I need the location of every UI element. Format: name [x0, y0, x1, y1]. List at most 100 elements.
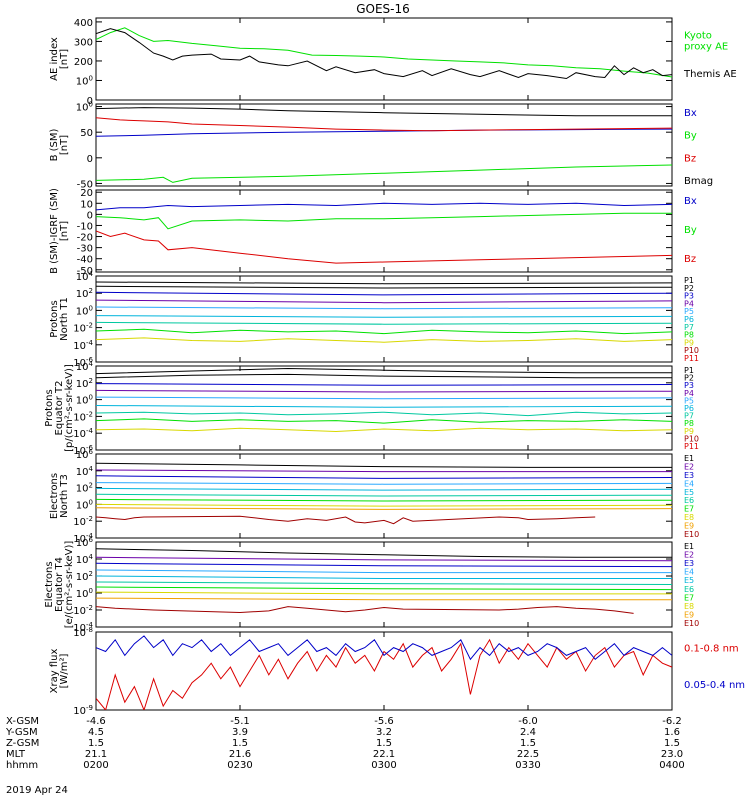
x-row-label: hhmm [6, 760, 38, 771]
y-axis-label: ProtonsNorth T1 [49, 297, 70, 341]
series-line-e7 [96, 498, 672, 502]
legend-entry: E3 [684, 559, 694, 568]
legend: Kyoto proxy AE Themis AE [683, 31, 737, 81]
series-group [96, 462, 672, 525]
series-line-e5 [96, 487, 672, 491]
x-column-value: 22.5 [517, 749, 539, 760]
legend-entry: E3 [684, 471, 694, 480]
series-line-p5 [96, 306, 672, 310]
panel-b_sm: -50 0 50 100 B (SM)[nT] Bx By Bz Bmag [49, 101, 713, 191]
y-tick-label: -20 [77, 233, 93, 244]
x-row-label: X-GSM [6, 716, 39, 727]
legend-entry: 0.1-0.8 nm [684, 644, 739, 655]
series-line-p8 [96, 328, 672, 335]
series-line-e2 [96, 556, 672, 562]
y-tick-label: 106 [76, 448, 94, 461]
legend: Bx By Bz [684, 196, 697, 265]
legend-entry: P3 [684, 381, 694, 390]
y-axis-label: ProtonsEquator T2[p/(cm²-s-sr-keV)] [44, 364, 75, 452]
x-column-value: 0300 [371, 760, 396, 771]
x-column-value: 1.5 [88, 738, 104, 749]
y-tick-label: 10-8 [73, 626, 93, 639]
series-group [96, 548, 672, 614]
series-line-bz [96, 117, 672, 132]
legend-entry: P11 [684, 354, 699, 363]
legend-entry: Bz [684, 254, 696, 265]
legend-entry: E9 [684, 610, 694, 619]
series-line-by [96, 212, 672, 230]
x-column-value: 23.0 [661, 749, 683, 760]
y-axis-label: ElectronsEquator T4[e/(cm²-s-sr-keV)] [44, 541, 75, 629]
y-tick-label: 10-2 [73, 322, 93, 335]
series-group [96, 635, 672, 710]
y-tick-label: 10-2 [73, 410, 93, 423]
series-line-p4 [96, 299, 672, 304]
series-line-0-1-0-8-nm [96, 638, 672, 710]
x-column-value: -4.6 [86, 716, 106, 727]
legend: 0.1-0.8 nm 0.05-0.4 nm [684, 644, 745, 692]
series-line-e9 [96, 507, 672, 510]
x-column-value: 0230 [227, 760, 252, 771]
x-column-value: -6.2 [662, 716, 682, 727]
series-line-e1 [96, 548, 672, 558]
y-axis-label: Xray flux[W/m²] [49, 649, 70, 694]
y-tick-label: 104 [76, 360, 94, 373]
panel-ae: 0 100 200 300 400 AE index[nT] Kyoto proxy AE Th… [49, 17, 737, 107]
y-tick-label: 300 [74, 37, 93, 48]
series-line-kyoto-proxy-ae [96, 27, 672, 78]
y-tick-label: 102 [76, 287, 93, 300]
series-line-p9 [96, 427, 672, 433]
y-tick-label: 0 [87, 210, 93, 221]
y-tick-label: 10-2 [73, 604, 93, 617]
x-column-value: 3.9 [232, 727, 248, 738]
figure-title: GOES-16 [356, 2, 410, 16]
y-tick-label: 100 [76, 587, 93, 600]
legend-entry: E5 [684, 576, 694, 585]
legend-entry: E2 [684, 551, 694, 560]
legend-entry: E9 [684, 522, 694, 531]
legend-entry: P8 [684, 419, 694, 428]
y-tick-label: -50 [77, 266, 93, 277]
y-tick-label: -50 [77, 179, 93, 190]
y-tick-label: 104 [76, 270, 94, 283]
series-line-e3 [96, 475, 672, 479]
y-tick-label: 50 [80, 128, 93, 139]
legend-entry: P2 [684, 284, 694, 293]
series-line-e10 [96, 606, 634, 614]
legend-entry: P2 [684, 374, 694, 383]
panel-frame [95, 275, 673, 363]
x-column-value: 1.5 [520, 738, 536, 749]
legend-entry: E5 [684, 488, 694, 497]
legend: Bx By Bz Bmag [684, 108, 713, 187]
y-tick-label: -10 [77, 221, 93, 232]
legend-entry: P1 [684, 276, 694, 285]
series-line-e9 [96, 597, 672, 601]
legend-entry: E2 [684, 462, 694, 471]
series-line-by [96, 164, 672, 183]
legend-entry: 0.05-0.4 nm [684, 680, 745, 691]
series-line-e6 [96, 493, 672, 497]
x-column-value: 1.5 [232, 738, 248, 749]
y-tick-label: 104 [76, 553, 94, 566]
series-line-bx [96, 202, 672, 211]
legend-entry: P6 [684, 315, 694, 324]
legend-entry: E6 [684, 496, 694, 505]
series-line-p8 [96, 418, 672, 424]
series-group [96, 107, 672, 183]
series-line-p6 [96, 315, 672, 318]
panel-frame [95, 17, 673, 101]
x-column-value: 4.5 [88, 727, 104, 738]
y-tick-label: 100 [76, 394, 93, 407]
date-label: 2019 Apr 24 [6, 785, 68, 796]
y-tick-label: 10-4 [73, 339, 93, 352]
x-column-value: 21.6 [229, 749, 251, 760]
y-tick-label: 102 [76, 570, 93, 583]
series-line-p1 [96, 281, 672, 285]
y-tick-label: 10-2 [73, 515, 93, 528]
